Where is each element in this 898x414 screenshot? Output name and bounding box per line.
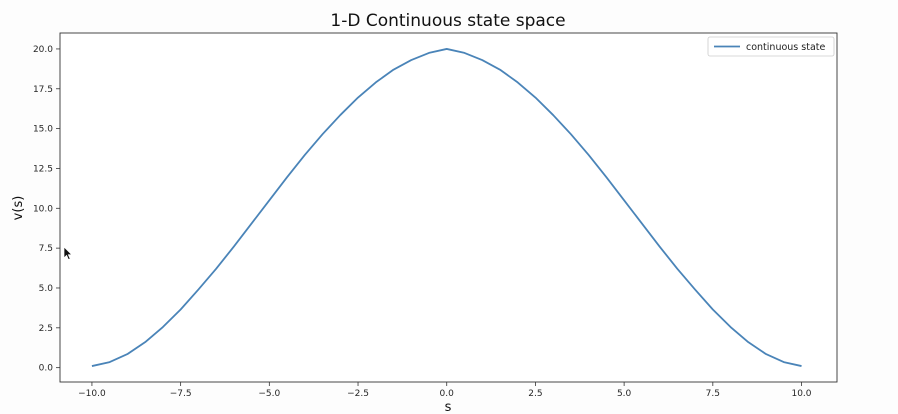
y-tick-label: 2.5 [39,324,53,334]
y-tick-label: 5.0 [39,284,54,294]
plot-area [59,32,838,383]
y-axis-title: v(s) [11,196,26,221]
x-tick-label: −10.0 [78,389,106,399]
x-tick-label: 10.0 [791,389,811,399]
legend-box [707,36,835,57]
x-axis: −10.0 −7.5 −5.0 −2.5 0.0 2.5 5.0 7.5 10.0 [78,382,812,399]
series-line-continuous-state [91,48,802,367]
y-axis: 0.0 2.5 5.0 7.5 10.0 12.5 15.0 17.5 20.0 [33,45,60,374]
x-tick-label: 2.5 [528,389,542,399]
x-axis-title: s [445,400,452,414]
y-tick-label: 15.0 [33,125,53,135]
chart-title: 1-D Continuous state space [330,11,565,31]
y-tick-label: 0.0 [39,364,54,374]
x-tick-label: 0.0 [440,389,455,399]
legend-label-continuous-state: continuous state [746,42,825,53]
y-tick-label: 10.0 [33,204,53,214]
x-tick-label: 5.0 [617,389,632,399]
mouse-cursor-icon [63,246,73,261]
y-tick-label: 12.5 [33,164,53,174]
y-tick-label: 20.0 [33,45,53,55]
legend: continuous state [707,36,835,57]
y-tick-label: 17.5 [33,85,53,95]
x-tick-label: −2.5 [347,389,369,399]
x-tick-label: 7.5 [706,389,720,399]
x-tick-label: −5.0 [258,389,280,399]
y-tick-label: 7.5 [39,244,53,254]
x-tick-label: −7.5 [170,389,192,399]
